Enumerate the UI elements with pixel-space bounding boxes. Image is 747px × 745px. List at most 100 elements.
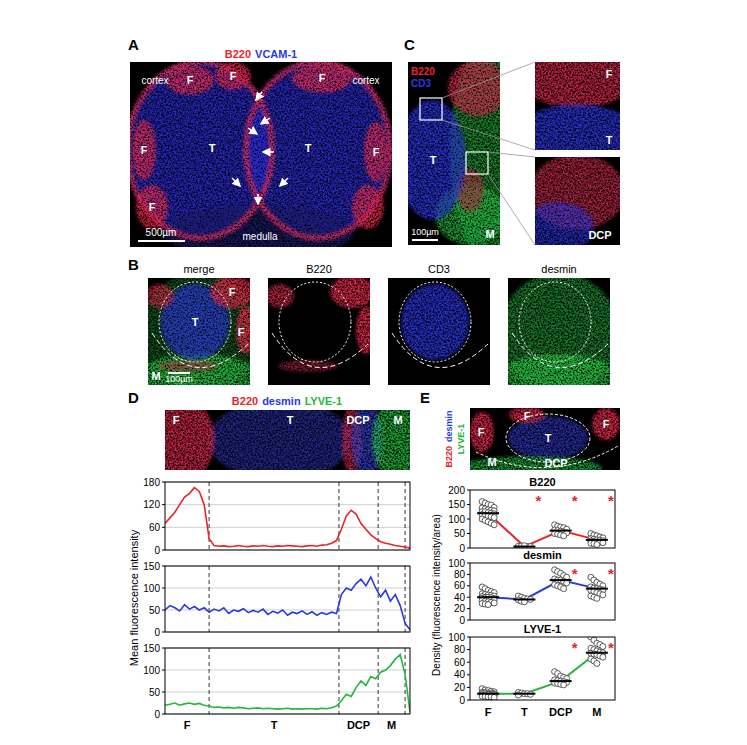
region-label: T xyxy=(545,432,552,444)
micrograph-bg xyxy=(388,278,490,385)
sample-dot xyxy=(561,586,567,592)
stain xyxy=(508,354,610,385)
t-zone-outline xyxy=(506,414,590,462)
panel-letter: A xyxy=(128,36,139,53)
stain-legend: B220 xyxy=(411,66,435,77)
mean-bar xyxy=(513,546,535,548)
plot-area xyxy=(165,655,410,712)
tick-label: 0 xyxy=(459,543,465,554)
plot-area xyxy=(165,488,410,548)
region-label: medulla xyxy=(242,231,277,242)
stain xyxy=(268,284,294,308)
sample-dot xyxy=(600,592,606,598)
grid-line xyxy=(165,504,410,505)
region-axis-label: F xyxy=(184,719,191,731)
micrograph xyxy=(268,278,370,385)
region-boundary xyxy=(338,482,339,550)
stain xyxy=(158,360,218,372)
stain xyxy=(330,278,370,308)
dcp-outline xyxy=(152,333,248,368)
arrow xyxy=(280,178,288,186)
zoom-line xyxy=(488,152,535,157)
region-label: F xyxy=(478,426,485,438)
region-label: F xyxy=(238,326,245,338)
plot-area xyxy=(477,637,608,700)
intensity-profile xyxy=(165,577,410,630)
tick-label: 80 xyxy=(454,569,466,580)
stain-name: B220 xyxy=(232,395,258,407)
capsule xyxy=(130,62,272,238)
region-label: T xyxy=(192,316,199,328)
plot-frame xyxy=(470,490,615,548)
tick-label: 150 xyxy=(143,643,160,654)
micrograph xyxy=(388,278,490,385)
t-zone-outline xyxy=(279,282,351,362)
stain xyxy=(132,120,156,180)
stain xyxy=(535,62,620,108)
region-boundary xyxy=(378,566,379,632)
t-zone-outline xyxy=(519,282,591,362)
t-zone-outline xyxy=(399,282,471,362)
region-boundary xyxy=(378,648,379,714)
stain xyxy=(535,202,594,245)
plot-frame xyxy=(165,566,410,632)
stain xyxy=(352,185,384,229)
axis-title: Mean fluorescence intensity xyxy=(128,529,140,666)
arrow xyxy=(263,151,274,153)
stain xyxy=(292,63,352,93)
stain-name: LYVE-1 xyxy=(305,395,343,407)
panel-letter: E xyxy=(420,389,430,406)
stain xyxy=(278,360,338,372)
grid-line xyxy=(165,527,410,528)
zoom-line xyxy=(488,174,535,245)
plot-frame xyxy=(165,482,410,550)
grid-line xyxy=(165,692,410,693)
tick-label: 50 xyxy=(149,605,161,616)
stain-legend: B220VCAM-1 xyxy=(225,48,297,60)
scale-bar xyxy=(412,239,438,241)
tick-label: 20 xyxy=(454,603,466,614)
mean-bar xyxy=(586,539,608,541)
category-label: F xyxy=(485,706,492,718)
tick-label: 60 xyxy=(454,580,466,591)
tick-label: 50 xyxy=(454,528,466,539)
tick-label: 80 xyxy=(454,644,466,655)
region-label: F xyxy=(319,72,326,84)
tick-label: 60 xyxy=(149,522,161,533)
micrograph: FTDCPM xyxy=(165,410,410,470)
mean-bar xyxy=(513,693,535,695)
region-axis-label: T xyxy=(271,719,278,731)
tick-label: 120 xyxy=(143,499,160,510)
region-label: cortex xyxy=(352,75,379,86)
stain-name: VCAM-1 xyxy=(255,48,297,60)
plot-frame xyxy=(165,648,410,714)
micrograph xyxy=(508,278,610,385)
stain xyxy=(215,62,251,90)
arrow xyxy=(232,178,240,186)
stain xyxy=(165,410,215,470)
region-axis-label: DCP xyxy=(347,719,370,731)
significance-mark: * xyxy=(608,565,614,582)
chart-title: desmin xyxy=(523,549,562,561)
sample-dot xyxy=(561,682,567,688)
tick-label: 100 xyxy=(448,632,465,643)
mean-bar xyxy=(550,680,572,682)
stain xyxy=(136,185,168,229)
stain-legend: LYVE-1 xyxy=(456,424,466,455)
significance-mark: * xyxy=(572,639,578,656)
stain-name: LYVE-1 xyxy=(456,424,466,455)
stain xyxy=(372,410,410,470)
category-label: T xyxy=(521,706,528,718)
tick-label: 0 xyxy=(459,695,465,706)
panel-letter: C xyxy=(404,36,415,53)
mean-bar xyxy=(477,596,499,598)
mean-bar xyxy=(513,598,535,600)
stain-name: CD3 xyxy=(411,78,431,89)
tick-label: 20 xyxy=(454,682,466,693)
dcp-outline xyxy=(392,333,488,368)
region-label: F xyxy=(173,414,180,426)
plot-area xyxy=(477,499,608,548)
stain-name: desmin xyxy=(444,410,454,442)
stain xyxy=(401,284,469,360)
stain xyxy=(535,104,620,150)
